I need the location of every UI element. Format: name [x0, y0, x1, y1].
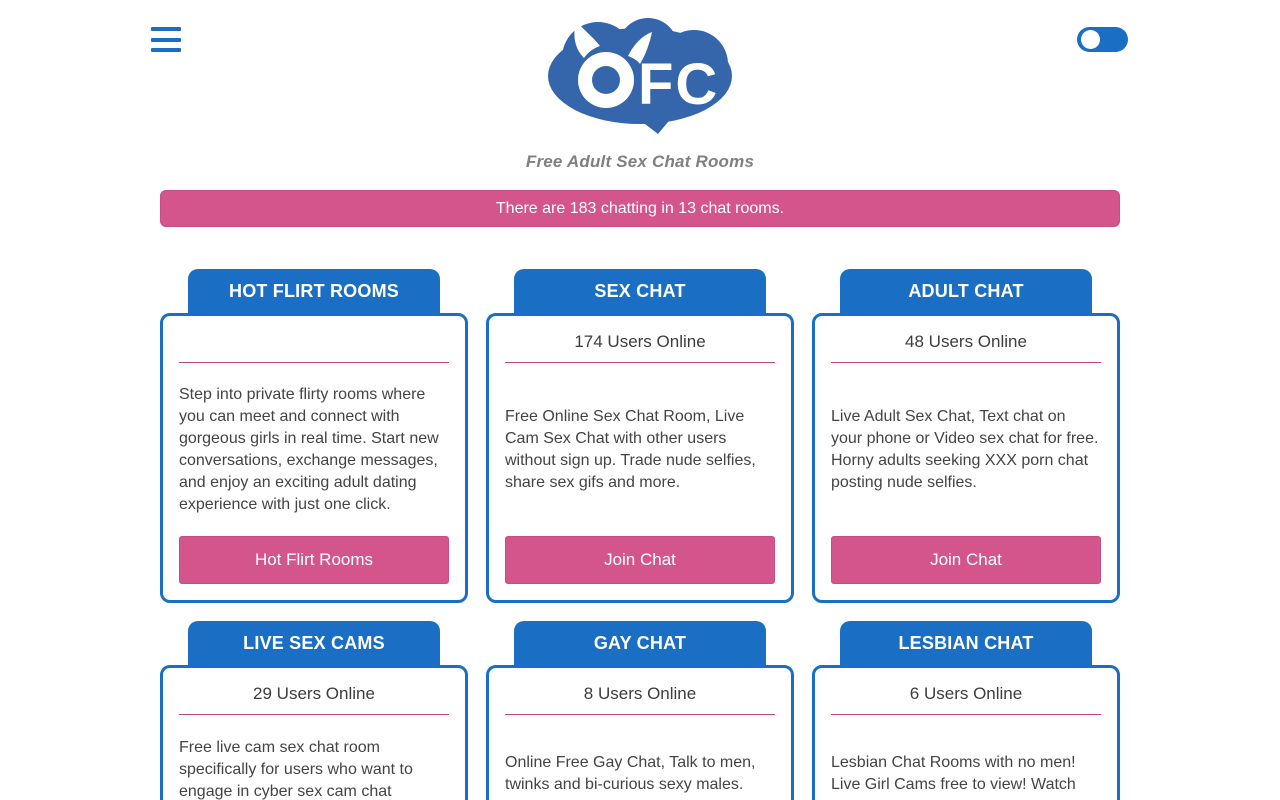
- users-online-count: 6 Users Online: [909, 684, 1023, 703]
- site-logo[interactable]: FC: [544, 14, 736, 139]
- logo-text: FC: [638, 52, 719, 117]
- theme-toggle[interactable]: [1077, 27, 1128, 52]
- hamburger-icon: [151, 48, 181, 52]
- toggle-knob: [1081, 30, 1100, 49]
- users-online-count: 48 Users Online: [905, 332, 1027, 351]
- hot-flirt-rooms-button[interactable]: Hot Flirt Rooms: [179, 536, 449, 584]
- users-online-count: 8 Users Online: [583, 684, 697, 703]
- join-chat-button[interactable]: Join Chat: [831, 536, 1101, 584]
- card-body: Step into private flirty rooms where you…: [160, 313, 468, 603]
- card-body: 48 Users Online Live Adult Sex Chat, Tex…: [812, 313, 1120, 603]
- card-tab-adult-chat: ADULT CHAT: [840, 269, 1092, 316]
- card-description: Live Adult Sex Chat, Text chat on your p…: [831, 407, 1099, 491]
- users-online-count: [179, 332, 449, 353]
- header: FC Free Adult Sex Chat Rooms: [0, 14, 1280, 190]
- card-description: Free Online Sex Chat Room, Live Cam Sex …: [505, 407, 756, 491]
- divider: [505, 714, 775, 715]
- card-tab-live-sex-cams: LIVE SEX CAMS: [188, 621, 440, 668]
- chat-rooms-grid: HOT FLIRT ROOMS Step into private flirty…: [160, 269, 1120, 800]
- card-description: Online Free Gay Chat, Talk to men, twink…: [505, 754, 756, 793]
- card-tab-lesbian-chat: LESBIAN CHAT: [840, 621, 1092, 668]
- divider: [831, 714, 1101, 715]
- card-tab-gay-chat: GAY CHAT: [514, 621, 766, 668]
- card-lesbian-chat: LESBIAN CHAT 6 Users Online Lesbian Chat…: [812, 621, 1120, 800]
- users-online-count: 29 Users Online: [253, 684, 375, 703]
- card-body: 174 Users Online Free Online Sex Chat Ro…: [486, 313, 794, 603]
- card-body: 8 Users Online Online Free Gay Chat, Tal…: [486, 665, 794, 800]
- card-tab-hot-flirt-rooms: HOT FLIRT ROOMS: [188, 269, 440, 316]
- menu-button[interactable]: [151, 27, 181, 52]
- card-gay-chat: GAY CHAT 8 Users Online Online Free Gay …: [486, 621, 794, 800]
- divider: [179, 714, 449, 715]
- card-live-sex-cams: LIVE SEX CAMS 29 Users Online Free live …: [160, 621, 468, 800]
- card-tab-sex-chat: SEX CHAT: [514, 269, 766, 316]
- hamburger-icon: [151, 27, 181, 31]
- divider: [505, 362, 775, 363]
- card-sex-chat: SEX CHAT 174 Users Online Free Online Se…: [486, 269, 794, 603]
- users-online-count: 174 Users Online: [574, 332, 706, 351]
- join-chat-button[interactable]: Join Chat: [505, 536, 775, 584]
- divider: [831, 362, 1101, 363]
- hamburger-icon: [151, 37, 181, 42]
- card-body: 29 Users Online Free live cam sex chat r…: [160, 665, 468, 800]
- card-hot-flirt-rooms: HOT FLIRT ROOMS Step into private flirty…: [160, 269, 468, 603]
- card-description: Lesbian Chat Rooms with no men! Live Gir…: [831, 754, 1076, 793]
- site-tagline: Free Adult Sex Chat Rooms: [525, 152, 755, 171]
- chatting-count-banner: There are 183 chatting in 13 chat rooms.: [160, 190, 1120, 227]
- logo-cloud-icon: FC: [548, 18, 732, 134]
- card-description: Free live cam sex chat room specifically…: [179, 739, 413, 800]
- card-body: 6 Users Online Lesbian Chat Rooms with n…: [812, 665, 1120, 800]
- card-adult-chat: ADULT CHAT 48 Users Online Live Adult Se…: [812, 269, 1120, 603]
- card-description: Step into private flirty rooms where you…: [179, 385, 439, 513]
- divider: [179, 362, 449, 363]
